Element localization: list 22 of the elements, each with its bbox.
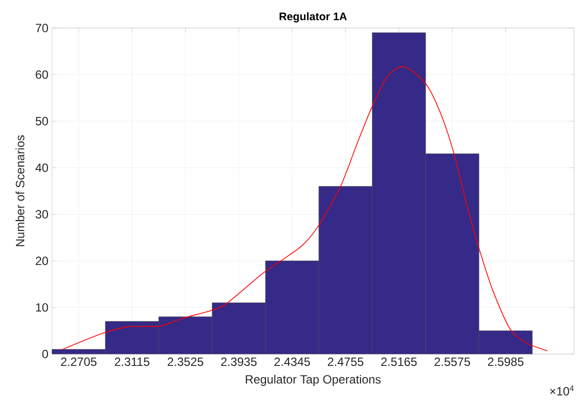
- y-axis-title: Number of Scenarios: [16, 135, 24, 246]
- y-tick-label: 10: [36, 303, 48, 312]
- x-tick-label: 2.4755: [328, 358, 364, 366]
- y-tick-label: 50: [36, 116, 48, 126]
- y-tick-label: 20: [36, 256, 48, 266]
- x-tick-label: 2.5165: [381, 358, 417, 366]
- y-tick-label: 30: [36, 210, 48, 219]
- x-axis-title: Regulator Tap Operations: [246, 374, 381, 386]
- x-tick-label: 2.3115: [114, 358, 150, 366]
- x-tick-label: 2.3525: [168, 358, 204, 366]
- x-tick-label: 2.5575: [434, 358, 470, 366]
- x-tick-label: 2.4345: [274, 358, 310, 366]
- y-tick-label: 70: [36, 24, 48, 32]
- y-tick-label: 0: [42, 350, 48, 358]
- chart-title: Regulator 1A: [280, 12, 347, 23]
- y-tick-label: 60: [36, 70, 48, 79]
- x-tick-label: 2.2705: [61, 358, 96, 366]
- line-series: [61, 66, 548, 352]
- x-tick-label: 2.5985: [488, 358, 524, 366]
- y-tick-label: 40: [35, 163, 48, 172]
- text: ×10$^{4}$: [550, 386, 574, 396]
- x-tick-label: 2.3935: [221, 358, 257, 366]
